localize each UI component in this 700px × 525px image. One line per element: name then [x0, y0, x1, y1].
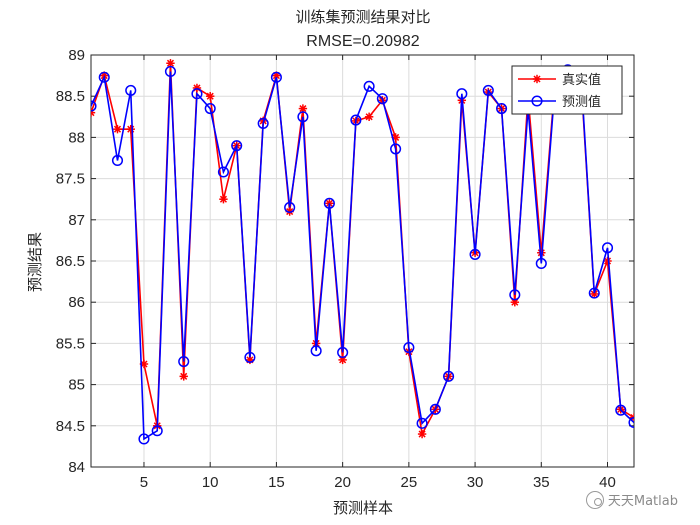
series-1-point [126, 124, 135, 134]
series-1-point [417, 429, 427, 439]
y-tick-label: 87.5 [56, 171, 85, 188]
series-1-point [113, 124, 122, 134]
series-1-point [179, 372, 188, 381]
series-2-point [284, 201, 296, 213]
series-2-point [231, 140, 243, 152]
series-2-point [98, 71, 110, 83]
series-2-point [390, 143, 402, 155]
series-2-point [257, 117, 269, 129]
series-2-point [310, 345, 322, 357]
x-tick-label: 30 [467, 474, 484, 491]
y-tick-label: 86 [68, 294, 85, 311]
series-2-point [429, 403, 441, 415]
x-axis-label: 预测样本 [333, 499, 393, 517]
legend-marker-1 [532, 74, 542, 84]
series-2-point [178, 355, 190, 368]
y-tick-label: 89 [68, 47, 85, 64]
y-tick-label: 85 [68, 377, 85, 394]
y-tick-label: 88.5 [56, 88, 85, 105]
x-tick-label: 15 [268, 474, 285, 491]
series-line-2 [91, 68, 634, 441]
series-2-point [138, 433, 150, 445]
series-1-point [603, 256, 612, 266]
series-2-point [204, 103, 216, 115]
series-2-point [217, 166, 229, 178]
series-2-point [297, 111, 309, 123]
series-layer [91, 59, 634, 445]
series-2-point [456, 88, 468, 100]
y-tick-label: 88 [68, 129, 85, 146]
series-2-point [323, 197, 335, 209]
watermark-text: 天天Matlab [607, 494, 678, 509]
x-tick-label: 35 [533, 474, 550, 491]
y-tick-label: 86.5 [56, 253, 85, 270]
series-2-point [509, 289, 521, 301]
series-2-point [91, 100, 97, 112]
x-tick-label: 20 [334, 474, 351, 491]
y-tick-label: 84.5 [56, 418, 85, 435]
y-tick-label: 85.5 [56, 335, 85, 352]
series-2-point [469, 248, 481, 260]
wechat-logo-icon [585, 490, 604, 509]
series-1-point [205, 92, 215, 101]
x-tick-label: 5 [140, 474, 148, 491]
series-2-point [588, 287, 600, 299]
x-tick-label: 10 [202, 474, 219, 491]
series-2-point [482, 84, 494, 96]
series-2-point [151, 425, 163, 437]
series-2-point [111, 154, 124, 167]
series-2-point [416, 417, 428, 429]
watermark: 天天Matlab [585, 490, 678, 509]
y-tick-label: 87 [68, 212, 85, 229]
series-2-point [350, 114, 362, 126]
series-2-point [443, 370, 455, 382]
legend-marker-2 [531, 95, 543, 107]
series-1-point [590, 289, 599, 299]
series-1-point [219, 195, 228, 204]
series-2-point [615, 404, 627, 416]
x-tick-label: 40 [599, 474, 616, 491]
legend-box [511, 65, 623, 115]
legend-label-1: 真实值 [562, 72, 601, 88]
series-2-point [164, 65, 177, 78]
series-2-point [628, 416, 634, 429]
chart-title: 训练集预测结果对比 [295, 8, 430, 26]
axes: 5 10 15 20 25 30 35 40 84 84.5 85 85.5 86 86.5 87 87.5 8… [56, 47, 635, 491]
series-2-point [191, 88, 203, 100]
series-2-point [403, 341, 415, 354]
series-1-point [364, 112, 374, 121]
series-2-point [337, 346, 349, 359]
series-2-point [363, 80, 375, 92]
series-2-point [496, 103, 508, 115]
y-tick-label: 84 [68, 459, 85, 476]
series-2-point [125, 84, 137, 96]
y-axis-label: 预测结果 [26, 232, 44, 292]
grid-lines [91, 54, 634, 468]
series-2-point [376, 93, 388, 105]
x-tick-label: 25 [401, 474, 418, 491]
legend-label-2: 预测值 [562, 94, 601, 110]
series-2-point [535, 257, 547, 270]
series-2-point [270, 71, 282, 83]
series-2-point [601, 242, 614, 254]
chart-subtitle: RMSE=0.20982 [306, 33, 420, 50]
series-2-point [244, 351, 256, 363]
